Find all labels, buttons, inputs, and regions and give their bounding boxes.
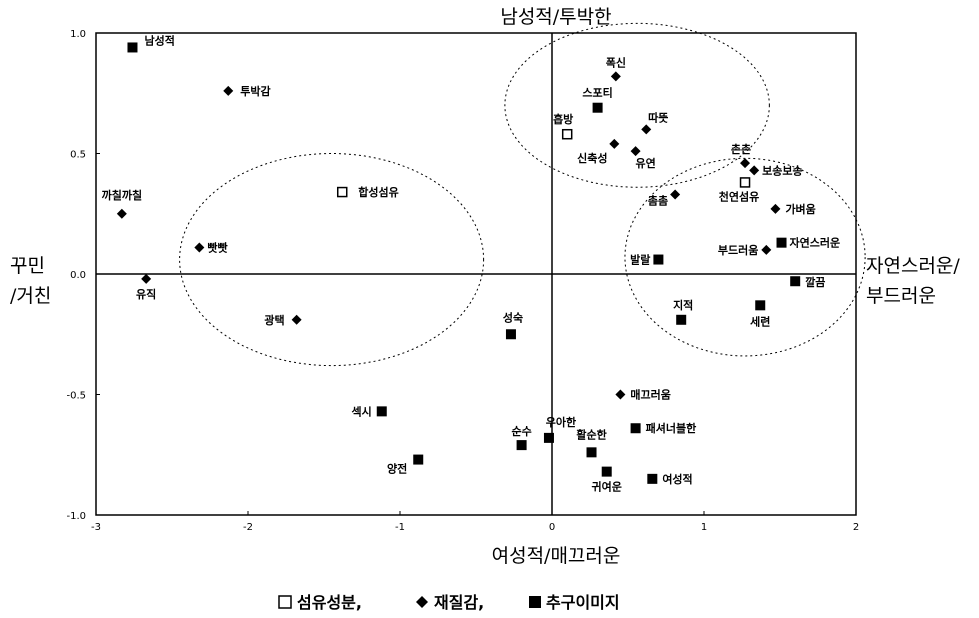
axis-title-left-line2: /거친	[10, 285, 51, 307]
cluster-ellipse	[179, 153, 485, 367]
x-tick-label: -3	[91, 522, 101, 533]
x-tick-label: 0	[549, 522, 555, 533]
data-point-label: 순수	[511, 425, 531, 438]
axis-title-left-line1: 꾸민	[10, 255, 45, 277]
data-point-label: 섹시	[352, 404, 372, 418]
legend-label-image: 추구이미지	[546, 593, 620, 612]
data-point-image	[127, 42, 138, 53]
data-point-texture	[141, 273, 152, 284]
data-point-image	[676, 314, 687, 325]
data-point-image	[630, 423, 641, 434]
legend-label-fiber: 섬유성분,	[297, 593, 362, 612]
data-point-texture	[291, 314, 302, 325]
y-tick-label: 0.5	[70, 150, 86, 161]
data-point-image	[790, 276, 801, 287]
data-point-label: 흡방	[553, 112, 573, 126]
data-point-texture	[770, 203, 781, 214]
data-point-label: 폭신	[606, 55, 626, 69]
legend-label-texture: 재질감,	[434, 593, 484, 612]
data-point-texture	[116, 208, 127, 219]
y-tick-label: -0.5	[66, 391, 86, 402]
y-tick-label: -1.0	[66, 511, 86, 522]
data-point-label: 세련	[750, 314, 770, 328]
data-point-label: 빳빳	[207, 240, 227, 254]
x-tick-label: 2	[853, 522, 859, 533]
data-point-texture	[610, 71, 621, 82]
data-point-label: 광택	[264, 313, 284, 327]
data-point-label: 신축성	[577, 151, 607, 165]
data-point-label: 스포티	[582, 86, 612, 100]
data-point-label: 활순한	[576, 427, 606, 441]
y-tick-label: 0.0	[70, 270, 86, 281]
data-point-label: 부드러움	[718, 243, 758, 257]
data-point-image	[413, 454, 424, 465]
data-point-label: 지적	[673, 298, 693, 312]
data-point-image	[376, 406, 387, 417]
data-point-image	[647, 473, 658, 484]
data-point-image	[601, 466, 612, 477]
data-point-texture	[630, 146, 641, 157]
data-point-label: 성숙	[503, 310, 523, 324]
data-point-label: 유연	[635, 156, 655, 170]
data-point-label: 촌촌	[731, 142, 751, 156]
axis-title-right-line2: 부드러운	[866, 285, 936, 307]
data-point-label: 매끄러움	[630, 388, 670, 402]
data-point-texture	[194, 242, 205, 253]
data-point-texture	[761, 244, 772, 255]
data-point-label: 까칠까칠	[102, 188, 142, 202]
data-point-label: 우아한	[546, 415, 576, 429]
data-point-label: 따뜻	[648, 110, 668, 124]
data-point-label: 양전	[387, 462, 407, 476]
data-point-image	[653, 254, 664, 265]
data-point-label: 귀여운	[592, 480, 622, 494]
legend-diamond-icon	[416, 596, 428, 608]
data-point-label: 발랄	[630, 253, 650, 267]
data-point-texture	[749, 165, 760, 176]
data-point-texture	[641, 124, 652, 135]
data-point-image	[586, 447, 597, 458]
data-point-texture	[223, 85, 234, 96]
data-point-texture	[670, 189, 681, 200]
data-point-label: 가벼움	[785, 202, 815, 216]
data-point-label: 패셔너블한	[646, 421, 697, 435]
data-point-label: 천연섬유	[719, 189, 759, 203]
data-point-label: 남성적	[144, 33, 174, 47]
data-point-texture	[740, 158, 751, 169]
data-point-label: 투박감	[240, 84, 270, 98]
data-point-label: 촘촘	[648, 193, 668, 207]
data-point-fiber	[561, 128, 573, 140]
data-point-fiber	[336, 186, 348, 198]
axis-title-right-line1: 자연스러운/	[866, 255, 960, 277]
data-point-label: 깔끔	[805, 275, 825, 289]
cluster-ellipse	[504, 22, 770, 188]
axis-ticks: -3 -2 -1 0 1 2 1.0 0.5 0.0 -0.5 -1.0	[66, 29, 859, 533]
legend: 섬유성분, 재질감, 추구이미지	[278, 593, 620, 612]
x-tick-label: -2	[243, 522, 253, 533]
y-tick-label: 1.0	[70, 29, 86, 40]
data-point-image	[505, 329, 516, 340]
data-point-image	[592, 102, 603, 113]
x-tick-label: -1	[395, 522, 405, 533]
data-point-label: 유직	[136, 287, 156, 301]
legend-open-square-icon	[278, 595, 292, 609]
data-point-image	[543, 432, 554, 443]
data-point-image	[776, 237, 787, 248]
x-tick-label: 1	[701, 522, 707, 533]
axis-title-bottom: 여성적/매끄러운	[492, 545, 621, 567]
data-point-image	[516, 440, 527, 451]
axis-title-top: 남성적/투박한	[500, 6, 611, 28]
data-point-texture	[615, 389, 626, 400]
data-point-label: 합성섬유	[358, 185, 398, 199]
legend-filled-square-icon	[529, 596, 541, 608]
data-point-fiber	[739, 177, 751, 188]
data-point-image	[755, 300, 766, 311]
data-point-texture	[609, 138, 620, 149]
data-point-label: 여성적	[662, 472, 692, 486]
data-point-label: 자연스러운	[790, 236, 841, 250]
data-point-label: 보송보송	[762, 164, 802, 177]
